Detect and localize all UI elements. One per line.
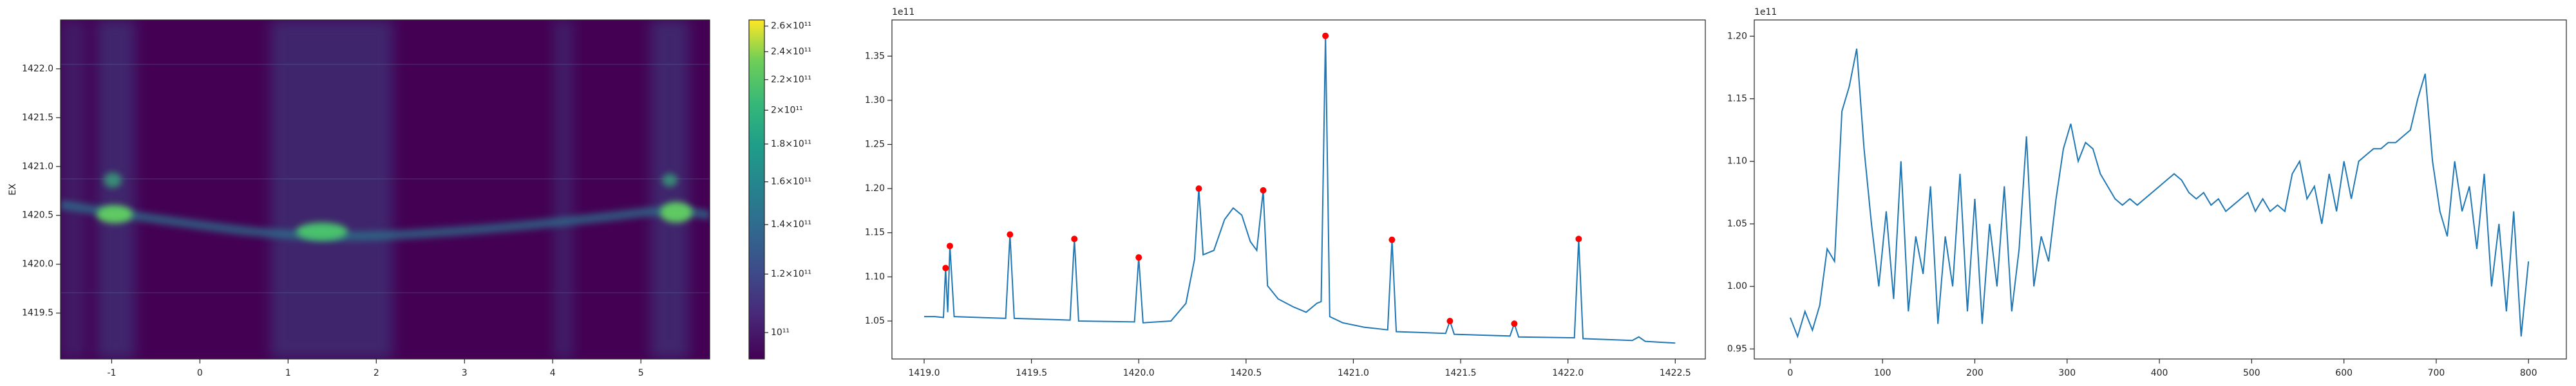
x-tick-label: 0 xyxy=(197,368,203,378)
y-tick-label: 1.30 xyxy=(865,95,885,106)
peak-marker xyxy=(1007,231,1014,238)
y-tick-label: 1422.0 xyxy=(22,64,53,74)
x-tick-label: 1419.5 xyxy=(1016,368,1047,378)
x-tick-label: 2 xyxy=(374,368,379,378)
x-tick-label: 1420.0 xyxy=(1123,368,1155,378)
colorbar-tick-label: 2.6×10¹¹ xyxy=(771,21,811,31)
y-tick-label: 0.95 xyxy=(1727,344,1747,354)
y-tick-label: 1420.0 xyxy=(22,259,53,270)
peak-marker xyxy=(942,264,949,271)
peak-marker xyxy=(1195,185,1202,192)
y-tick-label: 1.05 xyxy=(1727,219,1747,229)
peak-marker xyxy=(946,243,953,250)
x-tick-label: 1 xyxy=(285,368,291,378)
colorbar-tick-label: 1.6×10¹¹ xyxy=(771,177,811,187)
x-tick-label: 600 xyxy=(2335,368,2353,378)
peak-marker xyxy=(1135,254,1142,261)
y-tick-label: 1421.0 xyxy=(22,161,53,172)
x-tick-label: 100 xyxy=(1874,368,1891,378)
x-tick-label: 200 xyxy=(1966,368,1984,378)
colorbar-tick-label: 1.4×10¹¹ xyxy=(771,219,811,230)
x-tick-label: 1422.5 xyxy=(1660,368,1691,378)
x-tick-label: 800 xyxy=(2520,368,2537,378)
y-axis-label: EX xyxy=(8,183,18,196)
axes-frame xyxy=(1754,19,2567,360)
x-tick-label: 1421.5 xyxy=(1445,368,1477,378)
y-tick-label: 1.15 xyxy=(865,228,885,238)
axes-frame xyxy=(60,19,710,360)
y-tick-label: 1.25 xyxy=(865,140,885,150)
x-tick-label: -1 xyxy=(107,368,116,378)
colorbar-frame xyxy=(748,19,765,360)
x-tick-label: 0 xyxy=(1787,368,1793,378)
y-tick-label: 1419.5 xyxy=(22,308,53,318)
peak-marker xyxy=(1446,317,1454,324)
x-tick-label: 300 xyxy=(2058,368,2076,378)
colorbar-tick-label: 2.4×10¹¹ xyxy=(771,46,811,57)
colorbar-tick-label: 1.8×10¹¹ xyxy=(771,139,811,149)
x-tick-label: 500 xyxy=(2243,368,2260,378)
y-tick-label: 1421.5 xyxy=(22,113,53,123)
colorbar-tick-label: 2×10¹¹ xyxy=(771,105,803,115)
x-tick-label: 4 xyxy=(550,368,556,378)
peak-marker xyxy=(1260,187,1267,194)
offset-text: 1e11 xyxy=(1754,7,1777,17)
peak-marker xyxy=(1071,235,1078,243)
x-tick-label: 1421.0 xyxy=(1338,368,1369,378)
peak-marker xyxy=(1388,236,1396,243)
y-tick-label: 1.05 xyxy=(865,316,885,326)
peak-marker xyxy=(1511,320,1518,327)
y-tick-label: 1.10 xyxy=(865,271,885,282)
y-tick-label: 1420.5 xyxy=(22,210,53,221)
y-tick-label: 1.20 xyxy=(865,183,885,194)
x-tick-label: 3 xyxy=(462,368,468,378)
x-tick-label: 5 xyxy=(638,368,644,378)
x-tick-label: 1420.5 xyxy=(1230,368,1262,378)
line xyxy=(1789,48,2530,339)
y-tick-label: 1.15 xyxy=(1727,94,1747,104)
colorbar-tick-label: 2.2×10¹¹ xyxy=(771,75,811,85)
x-tick-label: 400 xyxy=(2151,368,2168,378)
heatmap-image xyxy=(61,20,710,359)
axes-frame xyxy=(891,19,1706,360)
colorbar-tick-label: 10¹¹ xyxy=(771,327,790,338)
peak-marker xyxy=(1575,235,1582,243)
x-tick-label: 1419.0 xyxy=(908,368,940,378)
colorbar xyxy=(749,20,764,359)
y-tick-label: 1.00 xyxy=(1727,281,1747,291)
y-tick-label: 1.20 xyxy=(1727,31,1747,41)
x-tick-label: 700 xyxy=(2428,368,2445,378)
colorbar-tick-label: 1.2×10¹¹ xyxy=(771,269,811,279)
offset-text: 1e11 xyxy=(892,7,914,17)
peak-marker xyxy=(1322,32,1329,39)
y-tick-label: 1.10 xyxy=(1727,156,1747,167)
x-tick-label: 1422.0 xyxy=(1552,368,1584,378)
line xyxy=(924,35,1676,344)
y-tick-label: 1.35 xyxy=(865,51,885,61)
